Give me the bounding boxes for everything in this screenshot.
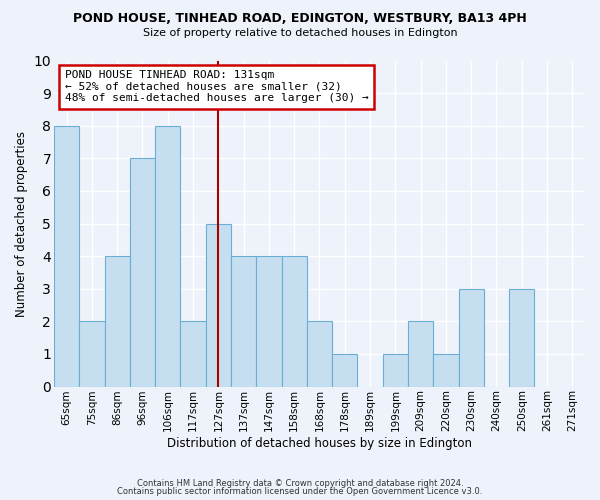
Text: Contains HM Land Registry data © Crown copyright and database right 2024.: Contains HM Land Registry data © Crown c… — [137, 478, 463, 488]
Bar — [54, 126, 79, 386]
Bar — [206, 224, 231, 386]
Bar — [281, 256, 307, 386]
Bar — [458, 288, 484, 386]
Bar — [181, 322, 206, 386]
Y-axis label: Number of detached properties: Number of detached properties — [15, 130, 28, 316]
Bar — [433, 354, 458, 386]
Bar — [256, 256, 281, 386]
Bar — [509, 288, 535, 386]
X-axis label: Distribution of detached houses by size in Edington: Distribution of detached houses by size … — [167, 437, 472, 450]
Bar — [130, 158, 155, 386]
Text: Contains public sector information licensed under the Open Government Licence v3: Contains public sector information licen… — [118, 487, 482, 496]
Bar — [383, 354, 408, 386]
Bar — [307, 322, 332, 386]
Text: POND HOUSE, TINHEAD ROAD, EDINGTON, WESTBURY, BA13 4PH: POND HOUSE, TINHEAD ROAD, EDINGTON, WEST… — [73, 12, 527, 26]
Text: POND HOUSE TINHEAD ROAD: 131sqm
← 52% of detached houses are smaller (32)
48% of: POND HOUSE TINHEAD ROAD: 131sqm ← 52% of… — [65, 70, 368, 104]
Bar — [104, 256, 130, 386]
Bar — [332, 354, 358, 386]
Text: Size of property relative to detached houses in Edington: Size of property relative to detached ho… — [143, 28, 457, 38]
Bar — [155, 126, 181, 386]
Bar — [408, 322, 433, 386]
Bar — [231, 256, 256, 386]
Bar — [79, 322, 104, 386]
